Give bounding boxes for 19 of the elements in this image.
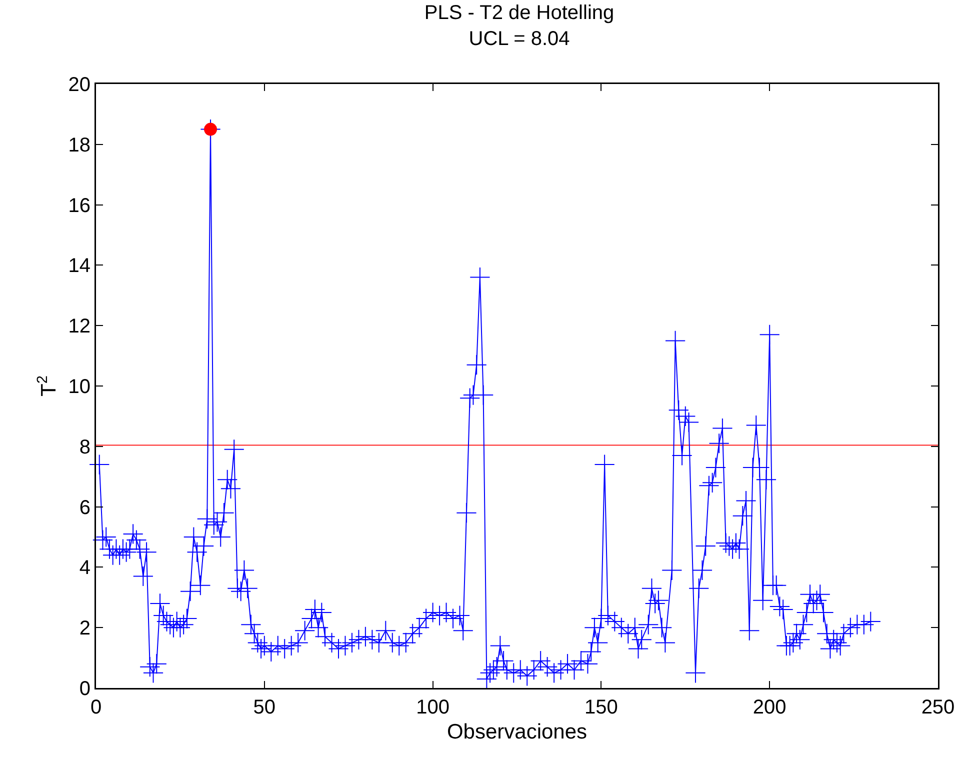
chart-subtitle: UCL = 8.04 [468,28,570,50]
x-axis-title: Observaciones [446,720,588,744]
chart-title: PLS - T2 de Hotelling [424,2,614,24]
x-tick-label: 250 [921,696,955,718]
x-tick-label: 100 [416,696,450,718]
y-tick-label: 14 [68,255,90,278]
y-tick-label: 16 [68,194,90,217]
y-tick-label: 0 [79,678,90,700]
y-tick-label: 18 [68,134,90,156]
y-tick-label: 2 [79,618,90,640]
y-tick-label: 20 [68,74,90,96]
x-tick-label: 200 [752,696,786,718]
y-tick-label: 12 [68,316,90,338]
x-tick-label: 150 [584,696,618,718]
x-tick-label: 50 [253,696,276,718]
y-tick-label: 6 [79,496,90,519]
y-tick-label: 4 [79,557,90,580]
y-tick-label: 8 [79,436,90,458]
y-tick-label: 10 [68,376,90,398]
